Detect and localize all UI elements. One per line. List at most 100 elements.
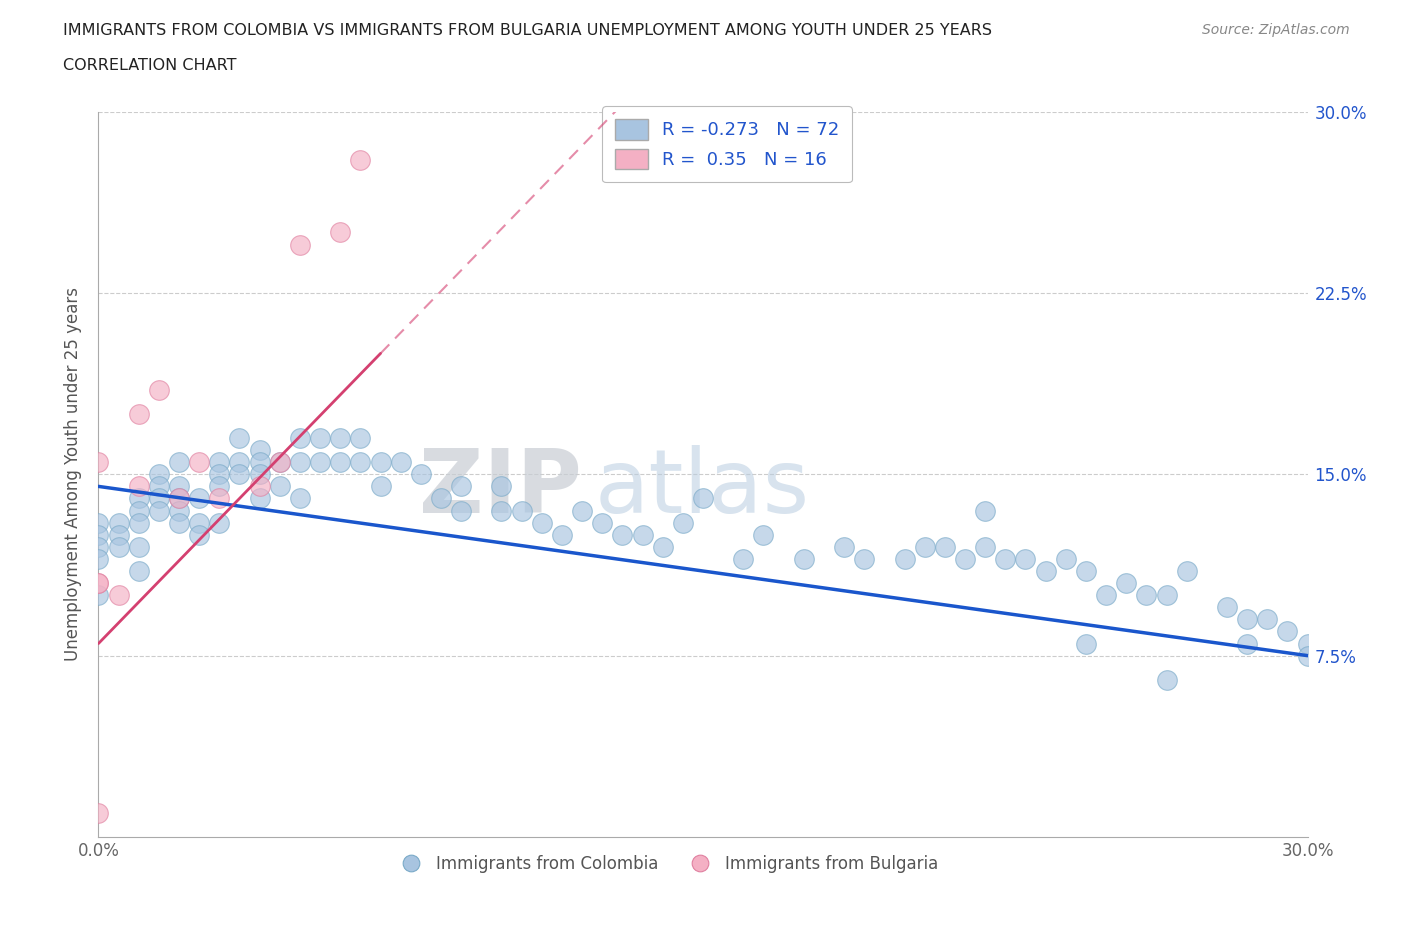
Point xyxy=(1054,551,1077,566)
Point xyxy=(167,515,190,530)
Point xyxy=(288,237,311,252)
Point xyxy=(309,431,332,445)
Point xyxy=(249,491,271,506)
Point xyxy=(148,382,170,397)
Point xyxy=(1095,588,1118,603)
Point xyxy=(450,503,472,518)
Point xyxy=(793,551,815,566)
Point xyxy=(551,527,574,542)
Point xyxy=(692,491,714,506)
Point xyxy=(893,551,915,566)
Point xyxy=(1115,576,1137,591)
Point xyxy=(1156,672,1178,687)
Point xyxy=(591,515,613,530)
Point xyxy=(1236,612,1258,627)
Point xyxy=(1175,564,1198,578)
Point xyxy=(491,503,513,518)
Point xyxy=(188,491,211,506)
Point xyxy=(914,539,936,554)
Point xyxy=(571,503,593,518)
Point xyxy=(631,527,654,542)
Point xyxy=(128,491,150,506)
Text: ZIP: ZIP xyxy=(419,445,582,532)
Point xyxy=(167,503,190,518)
Point xyxy=(249,455,271,470)
Point xyxy=(612,527,634,542)
Point xyxy=(228,467,250,482)
Point xyxy=(1236,636,1258,651)
Point xyxy=(1156,588,1178,603)
Point xyxy=(651,539,673,554)
Point xyxy=(1074,636,1097,651)
Text: atlas: atlas xyxy=(595,445,810,532)
Point xyxy=(87,576,110,591)
Point xyxy=(269,479,291,494)
Point xyxy=(491,479,513,494)
Point xyxy=(409,467,432,482)
Point xyxy=(389,455,412,470)
Point xyxy=(87,527,110,542)
Point xyxy=(934,539,956,554)
Point xyxy=(530,515,553,530)
Y-axis label: Unemployment Among Youth under 25 years: Unemployment Among Youth under 25 years xyxy=(65,287,83,661)
Point xyxy=(87,515,110,530)
Point xyxy=(329,455,352,470)
Point xyxy=(288,455,311,470)
Point xyxy=(188,527,211,542)
Point xyxy=(450,479,472,494)
Point xyxy=(228,431,250,445)
Point xyxy=(107,527,129,542)
Point xyxy=(1135,588,1157,603)
Point xyxy=(249,467,271,482)
Point xyxy=(1277,624,1299,639)
Point xyxy=(329,431,352,445)
Point xyxy=(208,455,231,470)
Point xyxy=(1296,648,1319,663)
Point xyxy=(672,515,695,530)
Point xyxy=(1074,564,1097,578)
Point xyxy=(510,503,533,518)
Point xyxy=(309,455,332,470)
Point xyxy=(1296,636,1319,651)
Point xyxy=(188,515,211,530)
Point xyxy=(228,455,250,470)
Point xyxy=(128,564,150,578)
Point xyxy=(128,515,150,530)
Point xyxy=(148,479,170,494)
Point xyxy=(288,431,311,445)
Point xyxy=(853,551,876,566)
Point xyxy=(974,503,997,518)
Point xyxy=(87,539,110,554)
Point xyxy=(832,539,855,554)
Point xyxy=(329,225,352,240)
Point xyxy=(370,479,392,494)
Point xyxy=(994,551,1017,566)
Point xyxy=(87,588,110,603)
Point xyxy=(87,551,110,566)
Text: CORRELATION CHART: CORRELATION CHART xyxy=(63,58,236,73)
Point xyxy=(208,515,231,530)
Point xyxy=(269,455,291,470)
Point xyxy=(87,805,110,820)
Point xyxy=(87,576,110,591)
Text: Source: ZipAtlas.com: Source: ZipAtlas.com xyxy=(1202,23,1350,37)
Point xyxy=(733,551,755,566)
Point xyxy=(167,455,190,470)
Point xyxy=(953,551,976,566)
Point xyxy=(208,491,231,506)
Point xyxy=(752,527,775,542)
Point xyxy=(148,467,170,482)
Point xyxy=(148,491,170,506)
Point xyxy=(349,431,371,445)
Point xyxy=(167,479,190,494)
Legend: Immigrants from Colombia, Immigrants from Bulgaria: Immigrants from Colombia, Immigrants fro… xyxy=(388,848,945,880)
Point xyxy=(167,491,190,506)
Point xyxy=(107,539,129,554)
Point xyxy=(148,503,170,518)
Point xyxy=(288,491,311,506)
Point xyxy=(269,455,291,470)
Point xyxy=(188,455,211,470)
Point xyxy=(430,491,453,506)
Point xyxy=(128,539,150,554)
Point xyxy=(1014,551,1036,566)
